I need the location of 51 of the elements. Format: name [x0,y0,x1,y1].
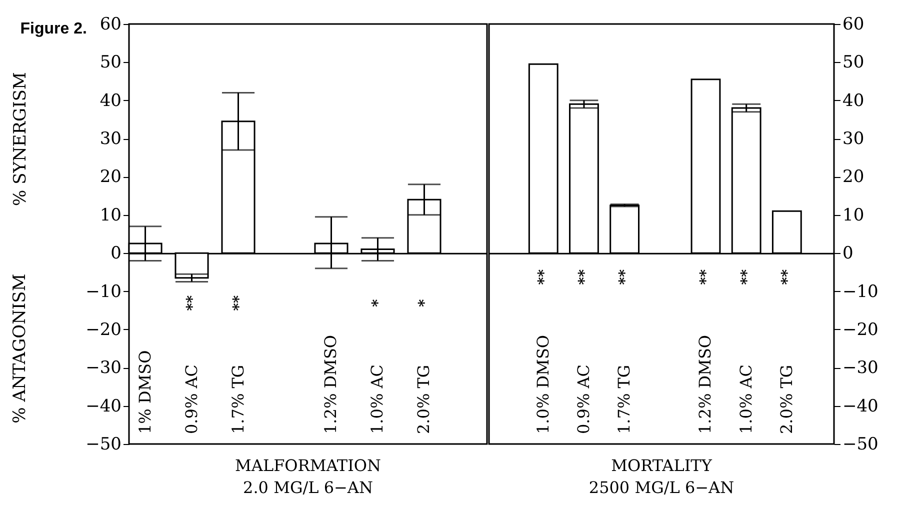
y-tick-label: 20 [842,167,864,188]
y-tick-label: 60 [100,14,122,34]
data-label: ** [737,269,756,285]
data-label: * [368,299,387,308]
y-tick-label: 40 [842,90,864,111]
data-label: ** [778,269,796,285]
x-tick-label: 2.0% TG [414,364,434,434]
y-axis-title: % SYNERGISM [10,72,30,206]
y-tick-label: −50 [842,434,878,454]
y-tick-label: 50 [842,52,864,73]
y-tick-label: 50 [100,52,122,73]
y-tick-label: −30 [86,358,122,378]
y-tick-label: 0 [842,244,854,264]
x-tick-label: 1.0% AC [368,364,387,434]
x-tick-label: 0.9% AC [574,364,593,434]
y-tick-label: −10 [86,282,122,302]
y-tick-label: −40 [842,396,878,416]
x-tick-label: 1.7% TG [228,364,248,434]
x-tick-label: 1.2% DMSO [321,334,340,434]
text: % ANTAGONISM [10,274,30,424]
y-tick-label: 60 [842,14,864,34]
x-tick-label: 0.9% AC [182,364,201,434]
data-label: ** [534,269,552,285]
y-tick-label: −10 [842,282,878,302]
x-tick-label: 1.2% DMSO [696,334,715,434]
data-label: ** [229,295,248,311]
y-tick-label: −40 [86,396,122,416]
data-label: ** [574,269,593,285]
x-tick-label: 2.0% TG [776,364,796,434]
y-tick-label: 10 [842,205,864,226]
data-label: ** [182,295,201,311]
y-tick-label: 20 [100,167,122,188]
x-tick-label: 1.7% TG [614,364,634,434]
y-tick-label: −50 [86,434,122,454]
chart-title: Figure 2. [20,20,87,38]
y-tick-label: 30 [100,129,122,150]
y-tick-label: 40 [100,90,122,111]
x-tick-label: 1% DMSO [135,350,154,434]
data-label: ** [616,269,634,285]
x-axis-title: MORTALITY 2500 MG/L 6−AN [588,456,734,497]
y-tick-label: −30 [842,358,878,378]
x-tick-label: 1.0% DMSO [533,334,552,434]
x-tick-label: 1.0% AC [736,364,756,434]
y-tick-label: 10 [100,205,122,226]
data-label: ** [696,269,715,285]
data-label: * [415,299,434,308]
y-tick-label: 0 [110,244,122,264]
y-tick-label: −20 [842,320,878,340]
y-tick-label: 30 [842,129,864,150]
y-tick-label: −20 [86,320,122,340]
x-axis-title: MALFORMATION 2.0 MG/L 6−AN [235,456,381,497]
